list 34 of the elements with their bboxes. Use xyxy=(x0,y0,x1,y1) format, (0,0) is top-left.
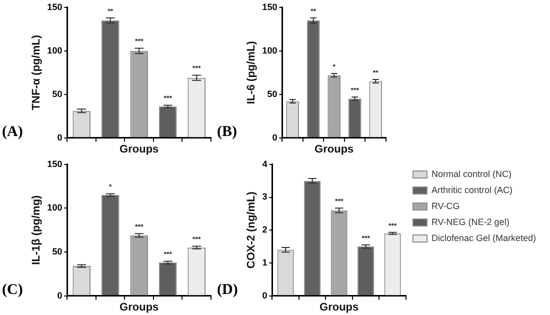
y-axis-title: IL-6 (pg/mL) xyxy=(246,40,258,104)
text: (D) xyxy=(217,282,238,298)
legend-label: Diclofenac Gel (Marketed) xyxy=(431,232,536,243)
y-tick-label: 100 xyxy=(262,45,278,56)
x-axis-title: Groups xyxy=(314,143,354,156)
legend-label: RV-NEG (NE-2 gel) xyxy=(431,216,510,227)
legend-label: Arthritic control (AC) xyxy=(431,184,512,195)
y-tick-label: 4 xyxy=(262,158,268,169)
x-axis-title: Groups xyxy=(320,301,359,314)
y-tick-label: 150 xyxy=(262,2,278,12)
y-tick-label: 150 xyxy=(47,2,62,12)
y-tick-label: 0 xyxy=(272,132,278,142)
y-tick-label: 100 xyxy=(47,45,62,56)
y-tick-label: 50 xyxy=(52,88,62,99)
legend-label: Normal control (NC) xyxy=(431,168,512,179)
y-tick-label: 0 xyxy=(57,132,62,142)
text: (C) xyxy=(2,282,23,298)
y-tick-label: 0 xyxy=(57,290,62,300)
y-axis-title: IL-1β (pg/mg) xyxy=(30,194,43,265)
y-tick-label: 100 xyxy=(47,202,62,213)
y-tick-label: 150 xyxy=(47,158,62,169)
legend-label: RV-CG xyxy=(431,200,460,211)
y-tick-label: 50 xyxy=(267,88,278,99)
x-axis-title: Groups xyxy=(120,301,159,314)
y-tick-label: 50 xyxy=(52,246,62,256)
y-axis-title: TNF-α (pg/mL) xyxy=(30,34,43,110)
y-tick-label: 0 xyxy=(262,290,268,300)
x-axis-title: Groups xyxy=(120,143,159,156)
y-tick-label: 2 xyxy=(262,224,268,235)
y-tick-label: 3 xyxy=(262,192,268,202)
text: (A) xyxy=(2,124,23,140)
y-axis-title: COX-2 (ng/mL) xyxy=(246,191,258,269)
text: (B) xyxy=(217,124,237,140)
y-tick-label: 1 xyxy=(262,257,268,268)
